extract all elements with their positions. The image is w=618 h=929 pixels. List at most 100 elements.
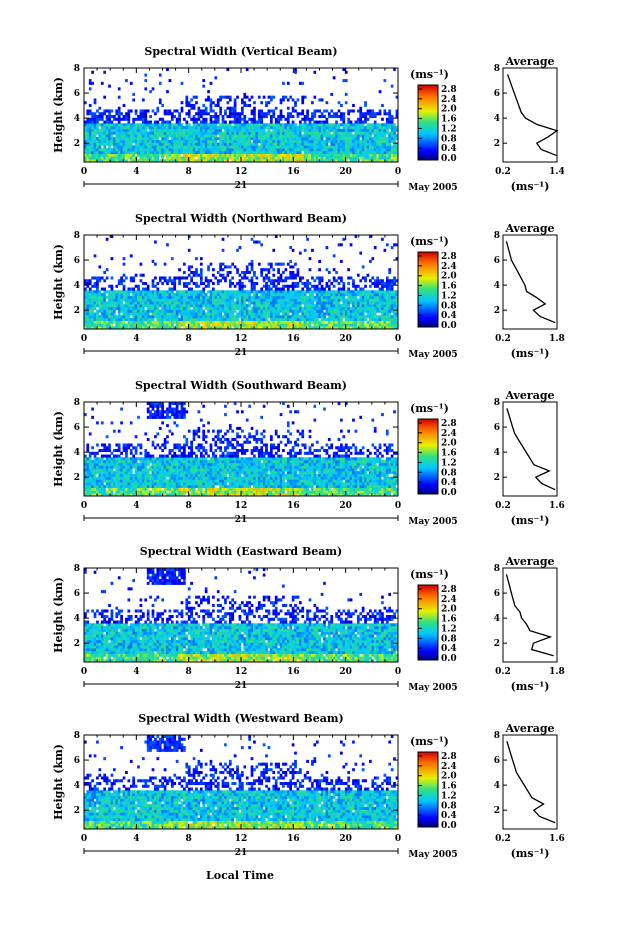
heatmap-cell: [385, 295, 389, 299]
heatmap-cell: [291, 290, 295, 294]
heatmap-cell: [298, 304, 302, 308]
heatmap-cell: [359, 309, 363, 313]
heatmap-cell: [245, 120, 249, 124]
heatmap-cell: [185, 317, 189, 321]
heatmap-cell: [209, 298, 213, 302]
heatmap-cell: [132, 293, 136, 297]
heatmap-cell: [376, 131, 379, 135]
heatmap-cell: [86, 301, 90, 305]
heatmap-cell: [265, 134, 268, 138]
heatmap-cell: [199, 315, 203, 319]
heatmap-cell: [207, 317, 210, 321]
heatmap-cell: [383, 128, 387, 132]
heatmap-cell: [195, 123, 198, 127]
heatmap-cell: [226, 153, 230, 157]
heatmap-cell: [376, 112, 379, 116]
heatmap-cell: [330, 309, 334, 313]
heatmap-cell: [303, 128, 307, 132]
heatmap-cell: [267, 268, 271, 272]
heatmap-cell: [318, 134, 322, 138]
heatmap-cell: [233, 134, 237, 138]
heatmap-cell: [233, 293, 237, 297]
heatmap-cell: [137, 287, 140, 291]
heatmap-cell: [255, 306, 259, 310]
heatmap-cell: [298, 320, 302, 324]
heatmap-cell: [166, 298, 169, 302]
heatmap-cell: [359, 106, 363, 110]
heatmap-cell: [219, 148, 222, 152]
heatmap-cell: [88, 142, 92, 146]
heatmap-cell: [156, 293, 160, 297]
heatmap-cell: [180, 106, 184, 110]
heatmap-cell: [364, 148, 367, 152]
heatmap-cell: [344, 126, 348, 130]
heatmap-cell: [330, 159, 334, 163]
heatmap-cell: [84, 290, 87, 294]
heatmap-cell: [385, 279, 389, 283]
heatmap-cell: [325, 323, 329, 327]
heatmap-cell: [335, 112, 338, 116]
heatmap-cell: [204, 117, 208, 121]
heatmap-cell: [325, 145, 329, 149]
heatmap-cell: [228, 282, 232, 286]
heatmap-cell: [180, 148, 184, 152]
heatmap-cell: [183, 137, 186, 141]
heatmap-cell: [327, 123, 331, 127]
heatmap-cell: [335, 306, 338, 310]
heatmap-cell: [137, 126, 140, 130]
heatmap-cell: [260, 142, 264, 146]
heatmap-cell: [325, 290, 329, 294]
heatmap-cell: [277, 134, 280, 138]
heatmap-cell: [214, 76, 218, 80]
heatmap-cell: [318, 148, 322, 152]
heatmap-cell: [286, 323, 290, 327]
heatmap-cell: [231, 137, 235, 141]
heatmap-cell: [243, 273, 247, 277]
heatmap-cell: [265, 306, 268, 310]
heatmap-cell: [253, 323, 256, 327]
heatmap-cell: [274, 304, 278, 308]
heatmap-cell: [88, 126, 92, 130]
heatmap-cell: [110, 235, 114, 239]
heatmap-cell: [373, 142, 377, 146]
heatmap-cell: [115, 156, 119, 160]
heatmap-cell: [255, 493, 259, 497]
heatmap-cell: [243, 323, 247, 327]
heatmap-cell: [228, 145, 232, 149]
heatmap-cell: [134, 301, 138, 305]
heatmap-cell: [349, 153, 353, 157]
heatmap-cell: [301, 293, 305, 297]
heatmap-cell: [303, 284, 307, 288]
heatmap-cell: [178, 312, 181, 316]
heatmap-cell: [212, 306, 215, 310]
heatmap-cell: [117, 156, 121, 160]
heatmap-cell: [202, 326, 206, 330]
heatmap-cell: [284, 320, 288, 324]
heatmap-cell: [303, 123, 307, 127]
heatmap-cell: [224, 323, 227, 327]
heatmap-cell: [366, 304, 370, 308]
heatmap-cell: [187, 153, 191, 157]
heatmap-cell: [262, 139, 266, 143]
heatmap-cell: [313, 126, 317, 130]
heatmap-cell: [84, 312, 87, 316]
heatmap-cell: [214, 159, 218, 163]
date-label: May 2005: [408, 350, 457, 360]
avg-title: Average: [504, 222, 554, 235]
heatmap-cell: [245, 290, 249, 294]
heatmap-cell: [378, 287, 382, 291]
heatmap-cell: [286, 112, 290, 116]
heatmap-cell: [269, 117, 273, 121]
heatmap-cell: [253, 145, 256, 149]
heatmap-cell: [168, 276, 172, 280]
heatmap-cell: [214, 309, 218, 313]
heatmap-cell: [168, 287, 172, 291]
heatmap-cell: [371, 295, 375, 299]
heatmap-cell: [156, 304, 160, 308]
heatmap-cell: [327, 317, 331, 321]
heatmap-cell: [340, 493, 343, 497]
heatmap-cell: [342, 156, 346, 160]
heatmap-cell: [371, 159, 375, 163]
heatmap-cell: [255, 315, 259, 319]
heatmap-cell: [315, 315, 319, 319]
